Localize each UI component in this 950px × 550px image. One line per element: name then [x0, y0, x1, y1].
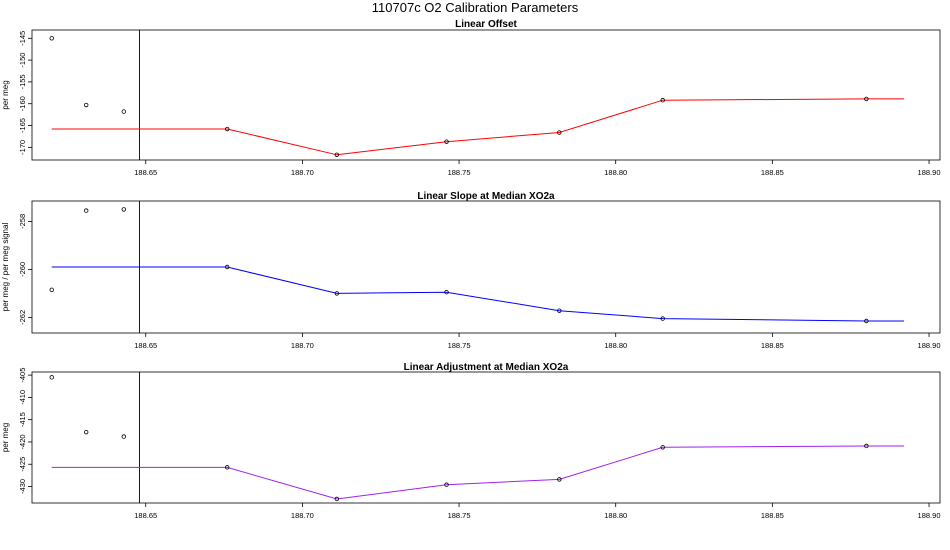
series-point: [444, 482, 449, 487]
y-tick-label: -150: [18, 53, 27, 68]
x-tick-label: 188.90: [918, 511, 941, 520]
y-tick-label: -260: [18, 262, 27, 277]
plot-title: Linear Slope at Median XO2a: [417, 191, 555, 202]
series-line: [51, 445, 904, 500]
series-point: [660, 445, 665, 450]
y-tick-label: -262: [18, 310, 27, 325]
x-tick-label: 188.70: [291, 341, 314, 350]
data-point: [84, 429, 89, 435]
data-point: [49, 287, 54, 292]
series-point: [660, 316, 665, 321]
series-point: [224, 264, 230, 270]
y-tick-label: -160: [18, 96, 27, 111]
series-line: [51, 266, 904, 322]
y-tick-label: -145: [18, 31, 27, 46]
data-point: [49, 36, 54, 41]
x-tick-label: 188.90: [918, 168, 941, 177]
x-tick-label: 188.70: [291, 168, 314, 177]
series-point: [334, 496, 340, 502]
x-tick-label: 188.90: [918, 341, 941, 350]
y-tick-label: -425: [18, 457, 27, 472]
plot-title: Linear Adjustment at Median XO2a: [404, 362, 569, 373]
x-tick-label: 188.80: [604, 168, 627, 177]
plot-frame: [31, 200, 941, 334]
data-point: [121, 207, 127, 212]
series-point: [557, 477, 562, 482]
series-point: [444, 290, 449, 295]
series-point: [557, 308, 562, 313]
x-tick-label: 188.65: [134, 341, 157, 350]
x-tick-label: 188.65: [134, 511, 157, 520]
y-axis-label: per meg: [1, 423, 10, 452]
x-tick-label: 188.80: [604, 341, 627, 350]
plot-panel-1: Linear Offset 188.65 188.70 188.75 188.80 188…: [1, 19, 941, 177]
plot-frame: [31, 29, 941, 161]
series-point: [864, 96, 869, 102]
plot-frame: [31, 371, 941, 504]
x-tick-label: 188.80: [604, 511, 627, 520]
x-tick-label: 188.75: [448, 168, 471, 177]
plot-panel-3: Linear Adjustment at Median XO2a 188.65 18…: [1, 362, 941, 520]
y-axis-label: per meg: [1, 80, 10, 109]
y-tick-label: -405: [18, 368, 27, 383]
series-point: [660, 98, 665, 103]
x-tick-label: 188.75: [448, 341, 471, 350]
x-tick-label: 188.85: [761, 511, 784, 520]
y-tick-label: -258: [18, 214, 27, 229]
y-tick-label: -415: [18, 412, 27, 427]
plot-title: Linear Offset: [455, 19, 517, 30]
x-tick-label: 188.70: [291, 511, 314, 520]
series-point: [557, 130, 562, 135]
y-tick-label: -155: [18, 74, 27, 89]
series-point: [334, 152, 340, 157]
series-point: [444, 139, 449, 144]
y-tick-label: -165: [18, 118, 27, 133]
x-tick-label: 188.65: [134, 168, 157, 177]
y-tick-label: -430: [18, 479, 27, 494]
x-tick-label: 188.85: [761, 168, 784, 177]
series-point: [224, 465, 230, 470]
x-tick-label: 188.75: [448, 511, 471, 520]
data-point: [121, 109, 127, 114]
y-tick-label: -410: [18, 390, 27, 405]
y-axis-label: per meg / per meg signal: [1, 223, 10, 312]
series-point: [334, 291, 340, 296]
data-point: [49, 375, 54, 380]
y-tick-label: -420: [18, 434, 27, 449]
data-point: [84, 208, 89, 213]
series-point: [864, 443, 869, 449]
data-point: [84, 102, 89, 108]
series-point: [224, 126, 230, 132]
y-tick-label: -170: [18, 140, 27, 155]
series-line: [51, 98, 904, 156]
data-point: [121, 434, 127, 439]
x-tick-label: 188.85: [761, 341, 784, 350]
series-point: [864, 318, 869, 324]
figure-title: 110707c O2 Calibration Parameters: [371, 0, 579, 15]
plot-panel-2: Linear Slope at Median XO2a 188.65 188.70 1…: [1, 191, 941, 350]
